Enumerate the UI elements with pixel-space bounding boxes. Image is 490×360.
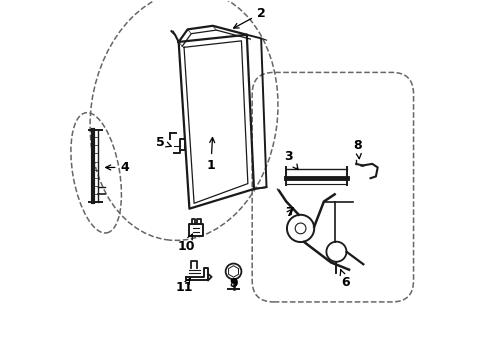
Text: 10: 10 (177, 234, 195, 253)
Text: 3: 3 (284, 150, 298, 170)
Text: 2: 2 (234, 7, 266, 28)
Text: 4: 4 (106, 161, 129, 174)
Text: 5: 5 (156, 136, 171, 149)
Text: 6: 6 (340, 270, 350, 289)
Text: 8: 8 (354, 139, 362, 159)
Text: 1: 1 (207, 138, 215, 172)
Text: 9: 9 (229, 278, 238, 291)
Text: 11: 11 (175, 278, 193, 294)
Text: 7: 7 (286, 206, 294, 219)
